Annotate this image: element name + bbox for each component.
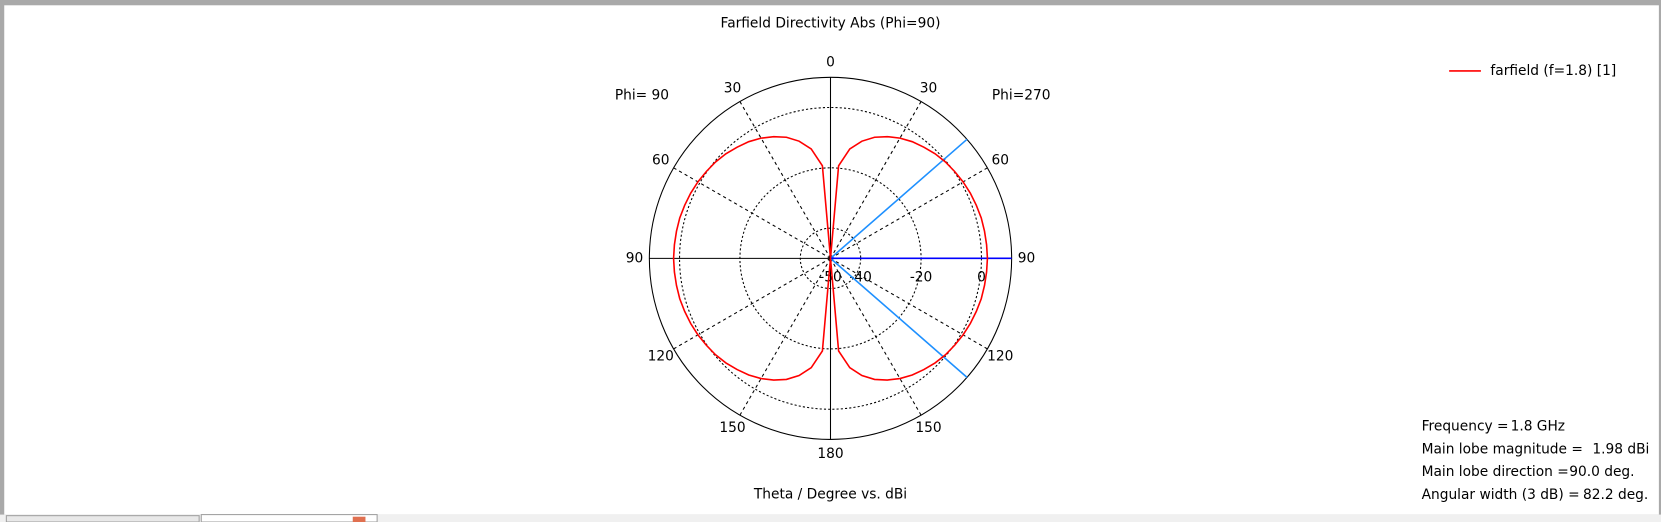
theta-tick-label: 60 [991,152,1009,168]
axis-label: Theta / Degree vs. dBi [753,486,907,502]
grid-spoke [673,167,831,259]
r-tick-label: 0 [977,269,986,285]
annotation: Phi= 90 [615,87,669,103]
legend-label: farfield (f=1.8) [1] [1490,63,1616,79]
info-label: Main lobe magnitude = [1422,441,1583,457]
theta-tick-label: 30 [920,81,938,97]
theta-tick-label: 90 [1018,250,1036,266]
info-label: Angular width (3 dB) = [1422,487,1580,503]
theta-tick-label: 180 [817,446,843,462]
beamwidth-line [829,257,968,378]
info-label: Frequency = [1422,419,1509,435]
theta-tick-label: 150 [915,420,941,436]
grid-spoke [739,258,831,416]
grid-spoke [830,167,988,259]
annotation: Phi=270 [992,87,1051,103]
theta-tick-label: 30 [724,81,742,97]
grid-spoke [739,101,831,259]
info-value: 82.2 deg. [1583,487,1648,503]
theta-tick-label: 90 [626,250,644,266]
grid-spoke [830,257,988,350]
grid-spoke [830,101,922,259]
theta-tick-label: 0 [826,54,835,70]
theta-tick-label: 150 [719,420,745,436]
beamwidth-line [829,138,968,259]
theta-tick-label: 120 [648,348,674,364]
grid-spoke [673,257,831,350]
chart-title: Farfield Directivity Abs (Phi=90) [721,15,941,31]
info-label: Main lobe direction = [1422,464,1569,480]
tab-bar [0,514,1661,522]
info-value: 90.0 deg. [1569,464,1634,480]
info-value: 1.8 GHz [1511,419,1565,435]
tab-active[interactable] [200,514,378,522]
theta-tick-label: 120 [987,348,1013,364]
r-tick-label: -20 [910,269,932,285]
r-tick-label: -40 [849,269,871,285]
tab-close[interactable] [352,516,366,522]
info-value: 1.98 dBi [1592,441,1649,457]
tab[interactable] [5,515,200,522]
pattern-curve [672,135,989,381]
grid-spoke [830,258,922,416]
theta-tick-label: 60 [652,152,670,168]
